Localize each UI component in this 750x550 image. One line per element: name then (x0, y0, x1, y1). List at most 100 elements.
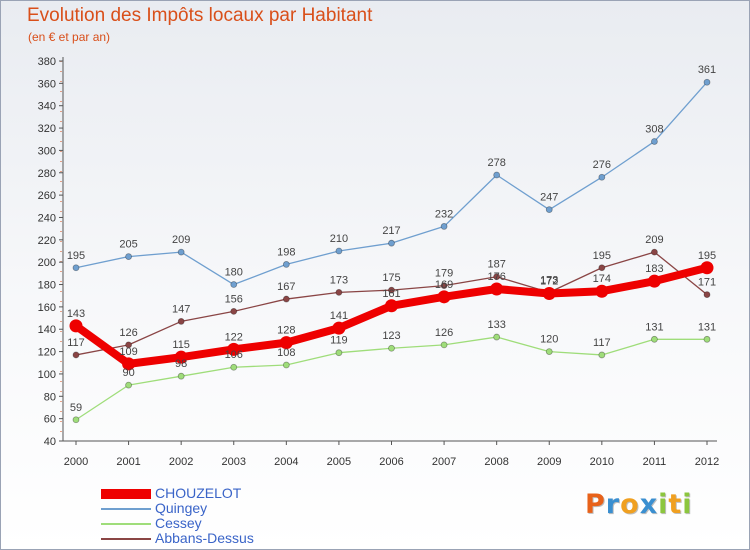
data-point-chouzelot (490, 282, 504, 296)
x-tick-label: 2007 (432, 456, 456, 468)
data-point-abbans-dessus (125, 341, 132, 349)
data-point-cessey (545, 348, 553, 355)
data-point-abbans-dessus (703, 291, 711, 298)
y-tick-label: 360 (38, 78, 56, 90)
data-label-abbans-dessus: 126 (119, 327, 137, 339)
y-tick-label: 160 (38, 302, 56, 314)
x-tick-label: 2001 (116, 456, 140, 468)
data-label-cessey: 59 (70, 402, 82, 414)
data-point-quingey (493, 171, 501, 179)
data-label-abbans-dessus: 167 (277, 281, 295, 293)
data-label-chouzelot: 161 (382, 288, 400, 300)
x-tick-label: 2003 (222, 456, 246, 468)
logo-letter: i (658, 489, 669, 520)
data-point-abbans-dessus (388, 286, 395, 294)
data-point-cessey (651, 335, 658, 343)
data-point-cessey (388, 344, 395, 352)
data-point-quingey (125, 253, 132, 260)
data-label-abbans-dessus: 179 (435, 268, 453, 280)
data-point-abbans-dessus (651, 248, 658, 256)
data-point-abbans-dessus (493, 273, 501, 281)
data-label-cessey: 106 (225, 349, 243, 361)
data-point-quingey (545, 206, 553, 214)
y-tick-label: 240 (38, 212, 56, 224)
data-label-abbans-dessus: 195 (593, 250, 611, 262)
data-label-cessey: 117 (593, 337, 611, 349)
data-point-abbans-dessus (72, 351, 80, 359)
data-label-cessey: 123 (382, 330, 400, 342)
data-label-abbans-dessus: 117 (67, 337, 85, 349)
y-tick-label: 320 (38, 123, 56, 135)
data-label-abbans-dessus: 175 (382, 272, 400, 284)
y-tick-label: 40 (44, 436, 56, 448)
x-tick-label: 2006 (379, 456, 403, 468)
y-tick-label: 300 (38, 145, 56, 157)
data-point-chouzelot (437, 290, 451, 304)
data-label-cessey: 133 (487, 319, 505, 331)
data-point-chouzelot (595, 284, 609, 298)
x-tick-label: 2008 (484, 456, 508, 468)
data-label-chouzelot: 115 (172, 339, 190, 351)
y-tick-label: 60 (44, 414, 56, 426)
legend-label-cessey: Cessey (155, 515, 202, 531)
data-label-cessey: 119 (330, 335, 348, 347)
data-point-chouzelot (122, 357, 136, 371)
data-point-chouzelot (69, 319, 83, 333)
data-label-quingey: 205 (119, 239, 137, 251)
logo-letter: x (639, 489, 659, 520)
data-point-quingey (440, 223, 448, 230)
data-point-chouzelot (279, 336, 293, 350)
data-label-cessey: 131 (698, 321, 716, 333)
legend-item-cessey: Cessey (101, 515, 321, 531)
data-point-cessey (335, 349, 343, 357)
data-point-quingey (177, 248, 185, 256)
legend-item-chouzelot: CHOUZELOT (101, 485, 321, 501)
data-point-abbans-dessus (598, 264, 606, 272)
data-label-abbans-dessus: 173 (330, 274, 348, 286)
data-label-chouzelot: 128 (277, 325, 295, 337)
data-point-chouzelot (647, 274, 661, 288)
logo-letter: r (605, 489, 621, 520)
data-point-chouzelot (700, 261, 714, 275)
x-tick-label: 2011 (643, 456, 667, 468)
data-label-cessey: 131 (645, 321, 663, 333)
data-point-chouzelot (332, 321, 346, 335)
y-tick-label: 120 (38, 347, 56, 359)
legend-label-abbans-dessus: Abbans-Dessus (155, 530, 254, 546)
data-label-chouzelot: 174 (593, 273, 611, 285)
logo-letter: o (620, 489, 640, 520)
data-point-abbans-dessus (282, 295, 290, 303)
x-tick-label: 2002 (169, 456, 193, 468)
y-tick-label: 100 (38, 369, 56, 381)
data-label-abbans-dessus: 187 (487, 259, 505, 271)
data-label-abbans-dessus: 173 (540, 274, 558, 286)
data-label-quingey: 209 (172, 234, 190, 246)
data-label-abbans-dessus: 171 (698, 277, 716, 289)
x-tick-label: 2009 (537, 456, 561, 468)
y-tick-label: 140 (38, 324, 56, 336)
data-point-chouzelot (227, 342, 241, 356)
data-label-cessey: 126 (435, 327, 453, 339)
legend-label-chouzelot: CHOUZELOT (155, 485, 242, 501)
data-point-cessey (72, 416, 80, 424)
data-point-cessey (703, 335, 711, 343)
data-point-cessey (125, 381, 132, 389)
data-point-abbans-dessus (177, 318, 185, 325)
y-tick-label: 280 (38, 168, 56, 180)
data-label-cessey: 108 (277, 347, 295, 359)
x-tick-label: 2004 (274, 456, 298, 468)
data-point-cessey (598, 351, 606, 359)
logo-letter: i (682, 489, 693, 520)
data-point-abbans-dessus (440, 282, 448, 290)
legend-item-quingey: Quingey (101, 500, 321, 516)
data-label-quingey: 180 (225, 267, 243, 279)
data-point-chouzelot (542, 286, 556, 300)
data-point-abbans-dessus (335, 288, 343, 296)
legend: CHOUZELOT Quingey Cessey Abbans-Dessus (101, 485, 321, 546)
data-point-cessey (230, 363, 238, 371)
data-label-chouzelot: 172 (540, 275, 558, 287)
x-tick-label: 2005 (327, 456, 351, 468)
data-point-chouzelot (174, 350, 188, 364)
